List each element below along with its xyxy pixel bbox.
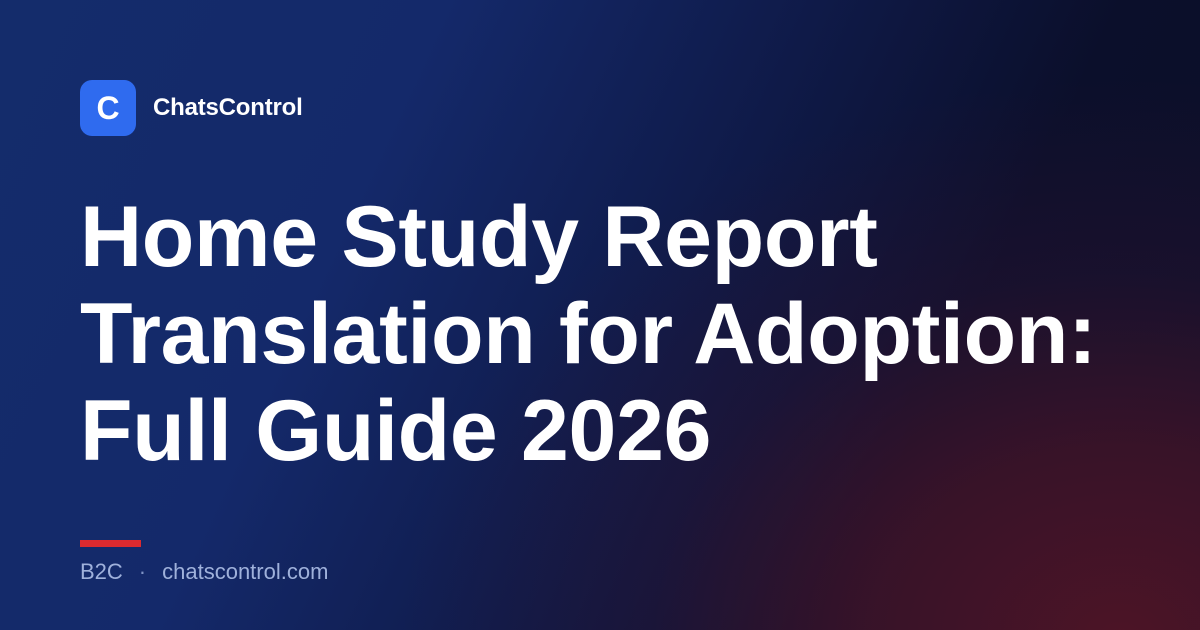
- category-label: B2C: [80, 559, 123, 584]
- title-line-2: Translation for Adoption:: [80, 286, 1097, 382]
- brand-name: ChatsControl: [153, 94, 303, 121]
- logo-icon: C: [80, 80, 136, 136]
- title-line-3: Full Guide 2026: [80, 383, 712, 479]
- footer-meta: B2C · chatscontrol.com: [80, 559, 328, 585]
- logo-letter: C: [96, 90, 120, 126]
- title-line-1: Home Study Report: [80, 189, 878, 285]
- accent-divider: [80, 540, 141, 547]
- separator-dot: ·: [138, 559, 147, 584]
- brand-header: C ChatsControl: [80, 80, 303, 136]
- domain-label: chatscontrol.com: [162, 559, 329, 584]
- page-title: Home Study Report Translation for Adopti…: [80, 189, 1140, 480]
